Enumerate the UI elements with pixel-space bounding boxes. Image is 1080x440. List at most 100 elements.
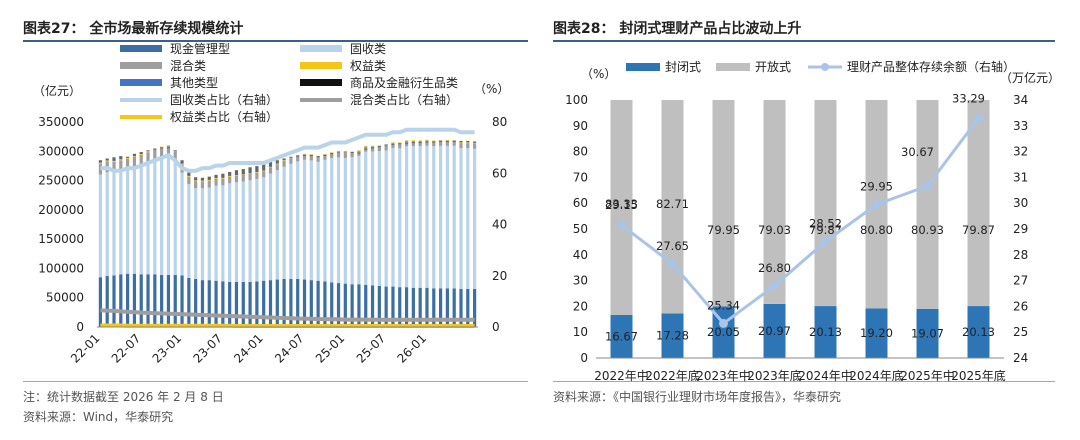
- label-open-5: 80.80: [860, 223, 893, 237]
- bar-fixed-42: [384, 150, 388, 287]
- bar-fixed-46: [411, 146, 415, 288]
- y-tick-5: 50: [573, 222, 588, 236]
- bar-mixed-2: [112, 161, 116, 173]
- left-axis-label: （%）: [581, 67, 616, 81]
- bar-mixed-34: [330, 152, 334, 159]
- bar-closed-6: [916, 308, 939, 358]
- legend-label-balance: 理财产品整体存续余额（右轴）: [847, 59, 1015, 74]
- bar-cash-3: [119, 274, 123, 327]
- bar-cash-38: [357, 284, 361, 327]
- bar-fixed-21: [241, 181, 245, 282]
- legend-label-7: 混合类占比（右轴）: [350, 92, 458, 107]
- bar-mixed-31: [309, 154, 313, 161]
- bar-fixed-3: [119, 170, 123, 275]
- bar-cash-54: [466, 288, 470, 327]
- right-bottom-rule: [553, 381, 1055, 382]
- bar-fixed-33: [323, 159, 327, 282]
- bar-other-55: [472, 141, 477, 143]
- bar-fixed-9: [160, 156, 164, 275]
- y2-tick-0: 24: [1013, 351, 1028, 365]
- bar-mixed-7: [146, 152, 150, 162]
- bar-equity-9: [160, 146, 164, 148]
- bar-other-23: [255, 166, 259, 173]
- bar-equity-19: [228, 175, 232, 177]
- y-tick-4: 200000: [38, 203, 84, 217]
- bar-equity-39: [364, 145, 368, 147]
- y2-tick-3: 60: [492, 166, 507, 180]
- legend-label-closed: 封闭式: [665, 60, 701, 74]
- y-tick-1: 50000: [46, 291, 84, 305]
- bar-other-4: [126, 156, 130, 158]
- bar-fixed-6: [139, 164, 143, 275]
- y2-tick-8: 32: [1013, 145, 1028, 159]
- bar-other-17: [214, 174, 218, 178]
- bar-other-53: [459, 140, 463, 143]
- bar-cash-12: [180, 275, 184, 327]
- label-open-4: 79.87: [809, 223, 842, 237]
- bar-mixed-53: [459, 143, 463, 149]
- marker-balance-6: [923, 181, 932, 191]
- bar-other-25: [268, 162, 273, 167]
- bar-other-37: [350, 152, 354, 154]
- bar-other-47: [418, 142, 422, 144]
- bar-equity-51: [445, 139, 449, 141]
- left-chart-source: 资料来源：Wind，华泰研究: [23, 410, 174, 424]
- bar-other-22: [248, 167, 252, 174]
- bar-cash-26: [275, 279, 279, 327]
- line-fixed-income-pct: [100, 127, 475, 173]
- bar-equity-22: [248, 173, 252, 174]
- bar-other-21: [241, 169, 245, 175]
- legend-swatch-1: [300, 45, 342, 52]
- bar-mixed-6: [139, 154, 143, 165]
- bar-closed-7: [967, 306, 990, 358]
- bar-mixed-18: [221, 178, 225, 186]
- label-open-1: 82.71: [656, 197, 689, 211]
- bar-fixed-8: [153, 158, 157, 275]
- bar-cash-55: [472, 288, 477, 327]
- bar-other-46: [411, 142, 415, 144]
- label-open-3: 79.03: [758, 223, 791, 237]
- bar-other-5: [132, 153, 137, 157]
- bar-mixed-4: [126, 158, 130, 169]
- marker-balance-4: [821, 236, 830, 246]
- legend-label-6: 固收类占比（右轴）: [170, 92, 278, 107]
- bar-equity-36: [343, 152, 347, 153]
- bar-other-18: [221, 173, 225, 178]
- bar-fixed-34: [330, 158, 334, 283]
- y2-tick-4: 80: [492, 115, 507, 129]
- y2-tick-9: 33: [1013, 119, 1028, 133]
- x-tick-0: 2022年中: [594, 368, 649, 383]
- bar-equity-29: [296, 155, 300, 156]
- bar-other-0: [98, 160, 103, 163]
- bar-other-38: [357, 152, 361, 154]
- line-equity-pct: [100, 323, 475, 328]
- marker-balance-7: [974, 113, 983, 123]
- y2-tick-1: 25: [1013, 325, 1028, 339]
- bar-mixed-11: [173, 151, 177, 161]
- bar-equity-21: [241, 174, 245, 176]
- bar-equity-12: [180, 163, 184, 165]
- bar-fixed-54: [466, 148, 470, 289]
- bar-equity-5: [132, 156, 137, 157]
- bar-mixed-50: [438, 140, 443, 146]
- bar-mixed-54: [466, 143, 470, 149]
- y-tick-0: 0: [580, 351, 588, 365]
- bar-equity-33: [323, 153, 327, 155]
- left-chart-note: 注：统计数据截至 2026 年 2 月 8 日: [23, 390, 224, 404]
- legend-swatch-5: [300, 79, 342, 86]
- bar-fixed-45: [404, 146, 409, 288]
- legend-swatch-open: [716, 63, 750, 71]
- bar-mixed-8: [153, 149, 157, 159]
- y-tick-10: 100: [565, 93, 588, 107]
- bar-other-6: [139, 152, 143, 155]
- x-tick-2: 2023年中: [696, 368, 751, 383]
- bar-equity-38: [357, 150, 361, 151]
- bar-equity-54: [466, 142, 470, 144]
- bar-cash-51: [445, 288, 449, 327]
- bar-other-16: [207, 176, 211, 180]
- y2-tick-4: 28: [1013, 248, 1028, 262]
- bar-equity-45: [404, 140, 409, 141]
- bar-mixed-47: [418, 140, 422, 147]
- bar-fixed-31: [309, 160, 313, 281]
- bar-cash-34: [330, 282, 334, 327]
